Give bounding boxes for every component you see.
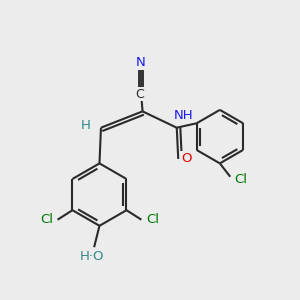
Text: O: O [181, 152, 192, 165]
Text: Cl: Cl [40, 213, 53, 226]
Text: C: C [136, 88, 144, 100]
Text: Cl: Cl [146, 213, 159, 226]
Text: H: H [81, 119, 91, 132]
Text: NH: NH [174, 110, 194, 122]
Text: N: N [136, 56, 146, 69]
Text: H·O: H·O [80, 250, 104, 262]
Text: Cl: Cl [234, 173, 247, 186]
